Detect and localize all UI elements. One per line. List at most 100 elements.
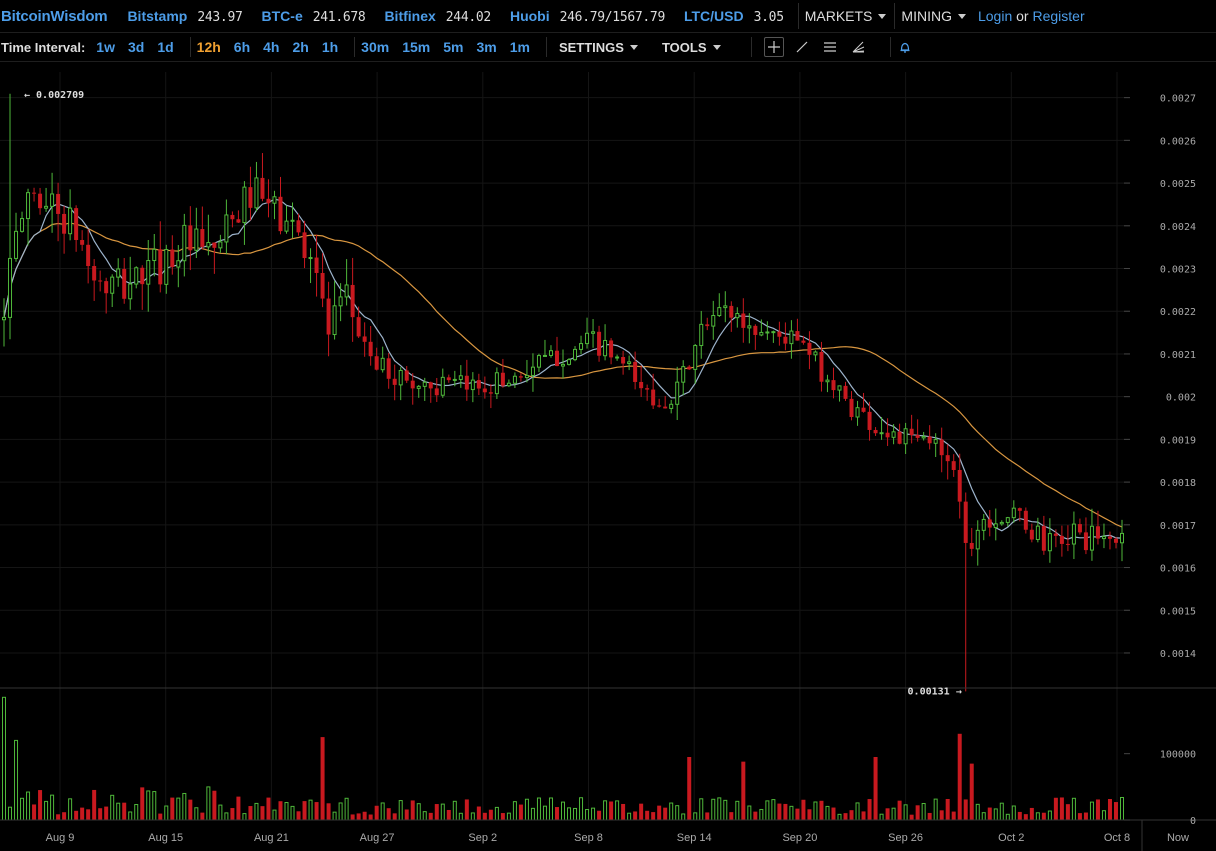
interval-1h[interactable]: 1h: [321, 39, 339, 55]
candle: [813, 350, 818, 362]
date-tick-label: Aug 21: [254, 832, 289, 844]
candle: [669, 399, 674, 414]
volume-bar: [1083, 812, 1088, 820]
trendline-icon[interactable]: [792, 37, 812, 57]
volume-bar: [422, 811, 427, 821]
ticker-price: 3.05: [753, 9, 784, 25]
ticker-bitfinex[interactable]: Bitfinex 244.02: [384, 8, 491, 25]
candle: [747, 313, 752, 344]
candle-body: [134, 267, 139, 285]
candle: [200, 206, 205, 250]
interval-1w[interactable]: 1w: [96, 39, 115, 55]
interval-4h[interactable]: 4h: [263, 39, 280, 55]
candle-body: [621, 357, 626, 364]
volume-bar: [476, 806, 481, 820]
volume-bar: [32, 804, 37, 820]
price-tick-label: 0.0014: [1160, 649, 1196, 660]
volume-bar: [434, 804, 439, 820]
register-link[interactable]: Register: [1032, 8, 1085, 24]
volume-bar: [951, 811, 956, 820]
fan-icon[interactable]: [848, 37, 868, 57]
candle: [206, 214, 211, 256]
markets-menu[interactable]: MARKETS: [797, 3, 893, 29]
volume-bar: [843, 813, 848, 820]
ticker-huobi[interactable]: Huobi 246.79/1567.79: [510, 8, 665, 25]
volume-bar: [717, 797, 722, 821]
candle-body: [585, 332, 590, 345]
candle-body: [711, 315, 716, 327]
candle: [80, 230, 85, 251]
interval-3d[interactable]: 3d: [127, 39, 145, 55]
ticker-price: 241.678: [312, 9, 366, 25]
candle-body: [1035, 525, 1040, 541]
candle-body: [795, 331, 800, 341]
bell-icon[interactable]: [895, 37, 915, 57]
candle-body: [801, 340, 806, 343]
interval-6h[interactable]: 6h: [233, 39, 251, 55]
interval-2h[interactable]: 2h: [292, 39, 309, 55]
volume-bar: [831, 807, 836, 820]
interval-5m[interactable]: 5m: [443, 39, 464, 55]
low-marker-label: 0.00131 →: [908, 686, 962, 697]
volume-bar: [68, 798, 73, 821]
candle: [458, 365, 463, 388]
interval-15m[interactable]: 15m: [402, 39, 431, 55]
candle: [116, 258, 121, 287]
volume-bar: [530, 807, 535, 821]
candle-body: [1005, 517, 1010, 523]
volume-bar: [374, 805, 379, 820]
candle-body: [260, 177, 265, 199]
candle-body: [909, 428, 914, 436]
crosshair-icon[interactable]: [763, 37, 784, 57]
candle-body: [212, 242, 217, 248]
candle-body: [567, 359, 572, 365]
mining-menu[interactable]: MINING: [894, 3, 972, 29]
volume-bar: [999, 802, 1004, 821]
brand-logo[interactable]: BitcoinWisdom: [1, 7, 108, 25]
candle-body: [1071, 523, 1076, 545]
volume-bar: [38, 790, 43, 820]
volume-bar: [302, 801, 307, 820]
candle-body: [326, 298, 331, 335]
candle: [651, 373, 656, 410]
time-interval-label: Time Interval:: [1, 39, 86, 55]
fib-lines-icon[interactable]: [820, 37, 840, 57]
candle: [422, 377, 427, 401]
candle: [909, 414, 914, 444]
ticker-btce[interactable]: BTC-e 241.678: [262, 8, 366, 25]
candle: [374, 347, 379, 371]
interval-3m[interactable]: 3m: [476, 39, 497, 55]
auth-or-text: or: [1016, 8, 1029, 24]
candle: [945, 444, 950, 480]
candle: [873, 427, 878, 436]
volume-bar: [134, 804, 139, 821]
candle-body: [915, 435, 920, 438]
volume-bar: [320, 737, 325, 820]
price-chart[interactable]: 0.0027 0.0026 0.0025 0.0024 0.0023 0.0022 0.00…: [0, 62, 1216, 851]
interval-1d[interactable]: 1d: [157, 39, 174, 55]
candle: [344, 259, 349, 306]
settings-menu[interactable]: SETTINGS: [559, 40, 638, 55]
candle: [278, 176, 283, 235]
ticker-ltc-usd[interactable]: LTC/USD 3.05: [684, 8, 784, 25]
candle-body: [1053, 533, 1058, 536]
candle: [663, 395, 668, 409]
volume-bar: [987, 807, 992, 820]
candle-body: [470, 379, 475, 391]
interval-1m[interactable]: 1m: [509, 39, 530, 55]
volume-bar: [651, 812, 656, 820]
candle: [573, 346, 578, 362]
candle: [290, 202, 295, 239]
volume-bar: [146, 790, 151, 821]
candle-body: [272, 196, 277, 204]
tools-menu[interactable]: TOOLS: [662, 40, 721, 55]
interval-30m[interactable]: 30m: [361, 39, 390, 55]
markets-menu-label: MARKETS: [804, 8, 873, 24]
date-tick-label: Aug 27: [360, 832, 395, 844]
ticker-bitstamp[interactable]: Bitstamp 243.97: [127, 8, 242, 25]
candle: [699, 310, 704, 359]
candle: [440, 368, 445, 398]
interval-12h[interactable]: 12h: [196, 39, 221, 55]
login-link[interactable]: Login: [977, 8, 1013, 24]
high-marker-label: ← 0.002709: [24, 90, 84, 101]
